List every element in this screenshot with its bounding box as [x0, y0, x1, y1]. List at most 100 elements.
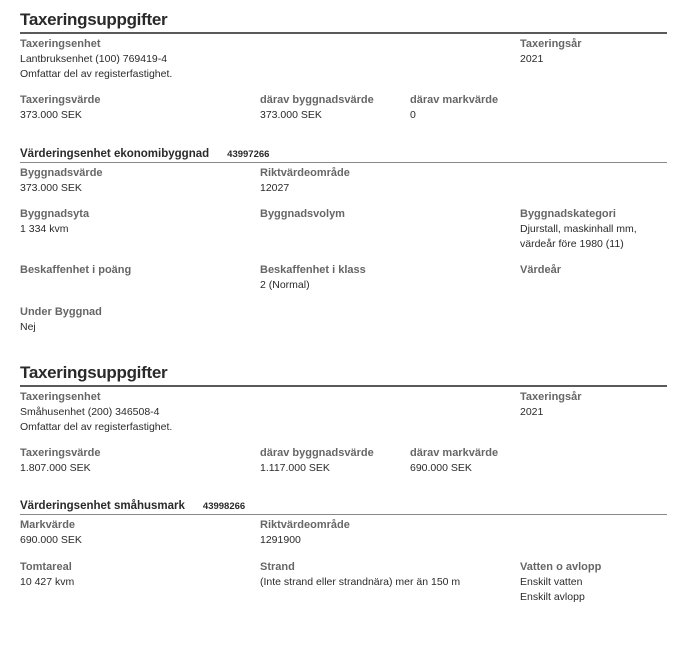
- row: Byggnadsvärde373.000 SEK Riktvärdeområde 1…: [20, 167, 667, 206]
- field: Taxeringsår2021: [520, 38, 657, 67]
- field-label: Riktvärdeområde: [260, 519, 510, 531]
- cell: [410, 391, 520, 445]
- field-value: 690.000 SEK: [410, 461, 510, 476]
- cell: Beskaffenhet i poäng: [20, 264, 260, 303]
- cell: därav markvärde0: [410, 94, 520, 133]
- field-label: Taxeringsenhet: [20, 38, 250, 50]
- field-label: Taxeringsår: [520, 391, 657, 403]
- field: ByggnadskategoriDjurstall, maskinhall mm…: [520, 208, 657, 252]
- field: Värdeår: [520, 264, 657, 276]
- field-label: Byggnadskategori: [520, 208, 657, 220]
- field: därav markvärde690.000 SEK: [410, 447, 510, 476]
- field-value: 1291900: [260, 533, 510, 548]
- cell: Tomtareal 10 427 kvm: [20, 561, 260, 615]
- field-value: 1 334 kvm: [20, 222, 250, 237]
- field-label: Strand: [260, 561, 510, 573]
- field-label: Byggnadsvärde: [20, 167, 250, 179]
- cell: [520, 306, 667, 345]
- field: Taxeringsenhet Lantbruksenhet (100) 76941…: [20, 38, 250, 82]
- row: Tomtareal 10 427 kvm Strand(Inte strand el…: [20, 561, 667, 615]
- field-value: 690.000 SEK: [20, 533, 250, 548]
- row: Markvärde 690.000 SEK Riktvärdeområde 12919…: [20, 519, 667, 558]
- field-label: Byggnadsvolym: [260, 208, 510, 220]
- cell: Beskaffenhet i klass 2 (Normal): [260, 264, 520, 303]
- cell: ByggnadskategoriDjurstall, maskinhall mm…: [520, 208, 667, 262]
- cell: Byggnadsvolym: [260, 208, 520, 262]
- row: Beskaffenhet i poäng Beskaffenhet i klass…: [20, 264, 667, 303]
- field-label: Byggnadsyta: [20, 208, 250, 220]
- field-value: 1.807.000 SEK: [20, 461, 250, 476]
- top-grid: TaxeringsenhetSmåhusenhet (200) 346508-4…: [20, 391, 667, 487]
- field-label: Beskaffenhet i klass: [260, 264, 510, 276]
- row: TaxeringsenhetSmåhusenhet (200) 346508-4…: [20, 391, 667, 445]
- cell: [520, 447, 667, 486]
- row: Byggnadsyta1 334 kvmByggnadsvolymByggnad…: [20, 208, 667, 262]
- cell: [520, 94, 667, 133]
- field-value: 0: [410, 108, 510, 123]
- field-label: Riktvärdeområde: [260, 167, 510, 179]
- field-label: Under Byggnad: [20, 306, 250, 318]
- field: Markvärde 690.000 SEK: [20, 519, 250, 548]
- field-label: därav byggnadsvärde: [260, 447, 400, 459]
- cell: [260, 391, 410, 445]
- cell: Byggnadsyta 1 334 kvm: [20, 208, 260, 262]
- cell: [520, 167, 667, 206]
- row: Taxeringsvärde1.807.000 SEK därav byggnad…: [20, 447, 667, 486]
- row: Taxeringsenhet Lantbruksenhet (100) 76941…: [20, 38, 667, 92]
- cell: Riktvärdeområde 12027: [260, 167, 520, 206]
- cell: Värdeår: [520, 264, 667, 303]
- field: Taxeringsvärde373.000 SEK: [20, 94, 250, 123]
- field-value: 12027: [260, 181, 510, 196]
- row: Under Byggnad Nej: [20, 306, 667, 345]
- field: därav byggnadsvärde 373.000 SEK: [260, 94, 400, 123]
- sub-grid: Markvärde 690.000 SEK Riktvärdeområde 12919…: [20, 519, 667, 615]
- cell: Riktvärdeområde 1291900: [260, 519, 520, 558]
- field: Under Byggnad Nej: [20, 306, 250, 335]
- field-label: Markvärde: [20, 519, 250, 531]
- cell: Taxeringsår2021: [520, 38, 667, 92]
- cell: TaxeringsenhetSmåhusenhet (200) 346508-4…: [20, 391, 260, 445]
- field: Beskaffenhet i poäng: [20, 264, 250, 276]
- cell: Taxeringsvärde1.807.000 SEK: [20, 447, 260, 486]
- field-label: Taxeringsvärde: [20, 94, 250, 106]
- field-value: Omfattar del av registerfastighet.: [20, 67, 250, 82]
- row: Taxeringsvärde373.000 SEKdärav byggnadsv…: [20, 94, 667, 133]
- cell: därav byggnadsvärde 373.000 SEK: [260, 94, 410, 133]
- cell: därav markvärde690.000 SEK: [410, 447, 520, 486]
- field: Byggnadsvolym: [260, 208, 510, 220]
- cell: därav byggnadsvärde1.117.000 SEK: [260, 447, 410, 486]
- field-value: 2021: [520, 405, 657, 420]
- subsection-header: Värderingsenhet småhusmark43998266: [20, 500, 667, 515]
- field-label: Tomtareal: [20, 561, 250, 573]
- field-value: Nej: [20, 320, 250, 335]
- field-value: Lantbruksenhet (100) 769419-4: [20, 52, 250, 67]
- field-value: 2021: [520, 52, 657, 67]
- field: Taxeringsvärde1.807.000 SEK: [20, 447, 250, 476]
- cell: [410, 38, 520, 92]
- field: Byggnadsvärde373.000 SEK: [20, 167, 250, 196]
- cell: Byggnadsvärde373.000 SEK: [20, 167, 260, 206]
- cell: Vatten o avlopp Enskilt vattenEnskilt avl…: [520, 561, 667, 615]
- top-grid: Taxeringsenhet Lantbruksenhet (100) 76941…: [20, 38, 667, 134]
- field-value: Omfattar del av registerfastighet.: [20, 420, 250, 435]
- field-value: 2 (Normal): [260, 278, 510, 293]
- subsection-id: 43997266: [227, 149, 269, 160]
- field: Beskaffenhet i klass 2 (Normal): [260, 264, 510, 293]
- cell: Taxeringsenhet Lantbruksenhet (100) 76941…: [20, 38, 260, 92]
- field: Strand(Inte strand eller strandnära) mer…: [260, 561, 510, 590]
- field: därav markvärde0: [410, 94, 510, 123]
- field-value: Enskilt avlopp: [520, 590, 657, 605]
- field-label: därav byggnadsvärde: [260, 94, 400, 106]
- subsection-title: Värderingsenhet småhusmark: [20, 500, 185, 512]
- field-value: 373.000 SEK: [260, 108, 400, 123]
- subsection-header: Värderingsenhet ekonomibyggnad43997266: [20, 148, 667, 163]
- taxerings-section: TaxeringsuppgifterTaxeringsenhetLantbruk…: [20, 10, 667, 345]
- field: därav byggnadsvärde1.117.000 SEK: [260, 447, 400, 476]
- cell: [260, 38, 410, 92]
- cell: Markvärde 690.000 SEK: [20, 519, 260, 558]
- field-label: Vatten o avlopp: [520, 561, 657, 573]
- field-value: 10 427 kvm: [20, 575, 250, 590]
- section-title: Taxeringsuppgifter: [20, 363, 667, 387]
- field-value: Enskilt vatten: [520, 575, 657, 590]
- cell: [260, 306, 520, 345]
